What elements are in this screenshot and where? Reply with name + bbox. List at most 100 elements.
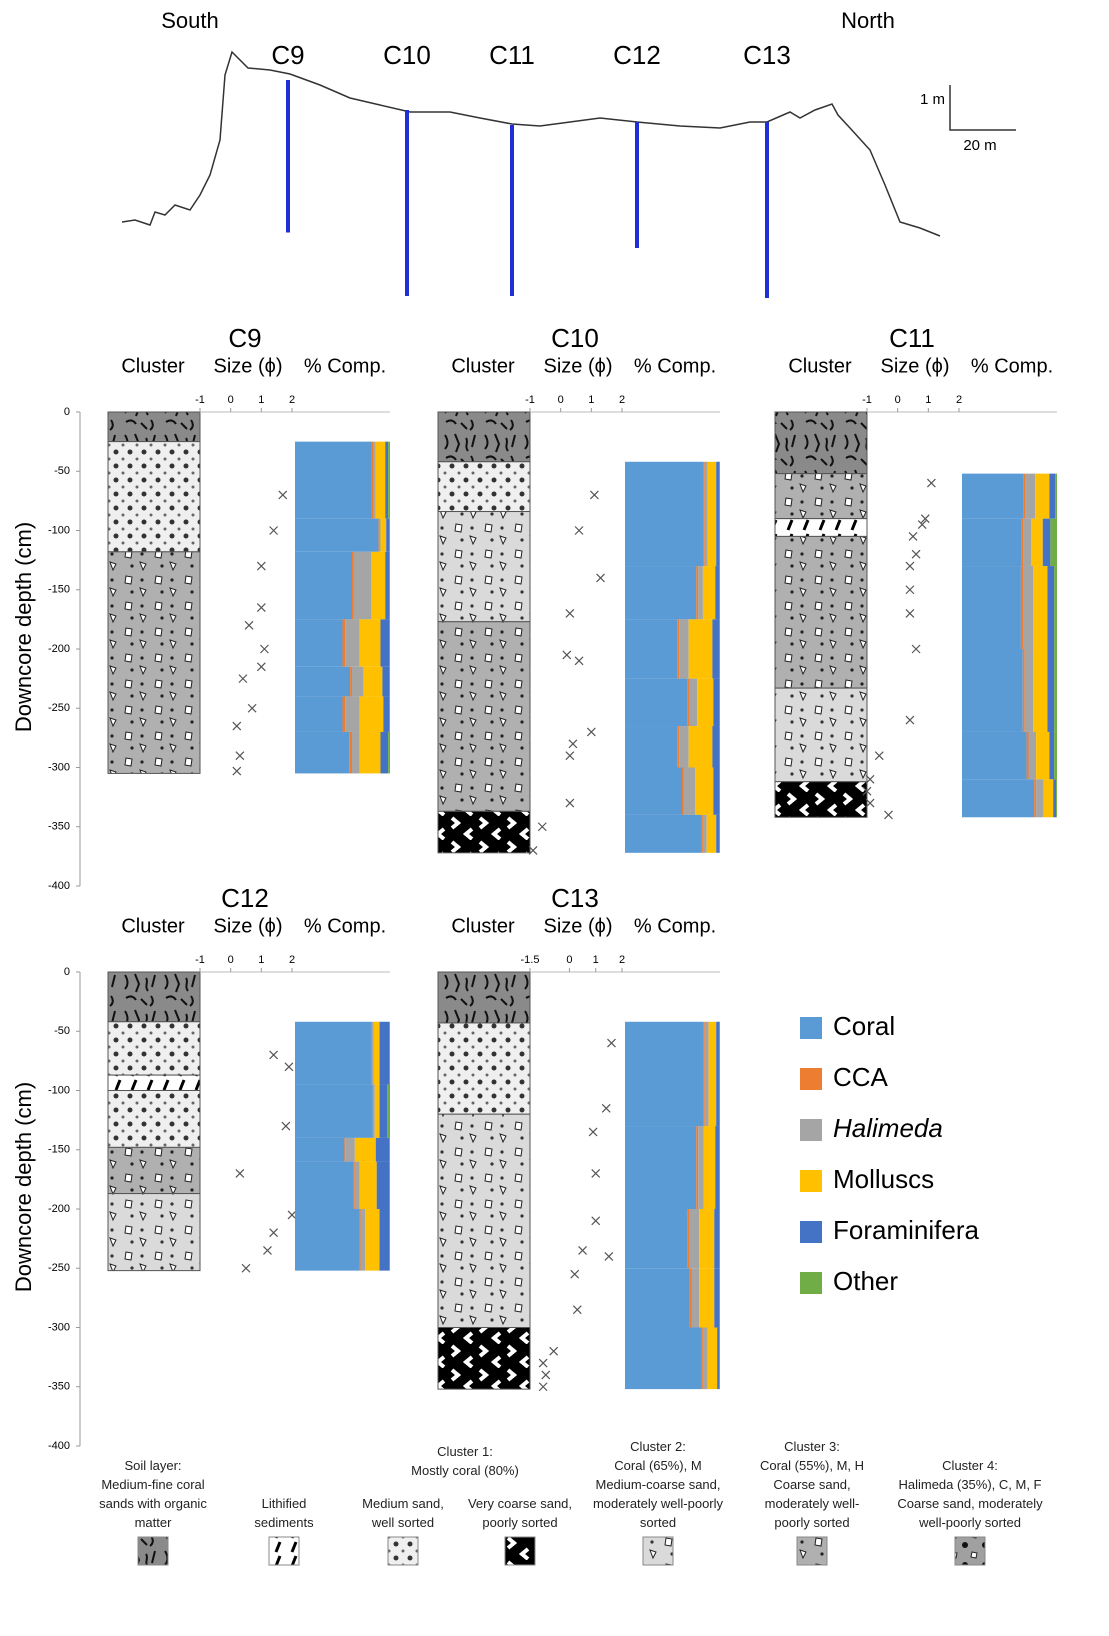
size-tick-label: 2 bbox=[289, 394, 295, 406]
depth-axis-title: Downcore depth (cm) bbox=[11, 1082, 36, 1292]
depth-tick-label: -350 bbox=[48, 821, 70, 833]
composition-segment bbox=[295, 667, 350, 697]
composition-interval bbox=[625, 1268, 720, 1327]
cluster-layer bbox=[438, 811, 530, 852]
composition-segment bbox=[375, 1085, 380, 1138]
composition-interval bbox=[295, 619, 390, 666]
composition-segment bbox=[354, 1162, 355, 1209]
depth-tick-label: -200 bbox=[48, 1203, 70, 1215]
composition-segment bbox=[690, 679, 698, 726]
composition-interval bbox=[295, 1085, 390, 1138]
depth-tick-label: -200 bbox=[48, 643, 70, 655]
composition-segment bbox=[295, 1085, 373, 1138]
composition-segment bbox=[625, 619, 677, 678]
composition-segment bbox=[696, 566, 698, 619]
depth-axis-title: Downcore depth (cm) bbox=[11, 522, 36, 732]
composition-segment bbox=[708, 462, 717, 566]
composition-segment bbox=[1049, 474, 1055, 519]
composition-interval bbox=[625, 1022, 720, 1126]
composition-interval bbox=[962, 566, 1057, 649]
grain-size-point bbox=[233, 722, 241, 730]
depth-tick-label: -250 bbox=[48, 702, 70, 714]
grain-size-point bbox=[542, 1371, 550, 1379]
composition-segment bbox=[715, 1126, 719, 1209]
key-text: Coarse sand, moderately well-poorly sort… bbox=[890, 1494, 1050, 1532]
cluster-layer bbox=[108, 1022, 200, 1075]
grain-size-point bbox=[912, 645, 920, 653]
key-swatch bbox=[138, 1537, 168, 1565]
composition-segment bbox=[1027, 732, 1029, 779]
profile-core-label: C9 bbox=[271, 40, 304, 70]
composition-segment bbox=[690, 1209, 700, 1268]
composition-segment bbox=[688, 679, 690, 726]
composition-interval bbox=[295, 732, 390, 773]
composition-segment bbox=[625, 1328, 701, 1390]
column-header: Size (ϕ) bbox=[214, 915, 283, 937]
depth-tick-label: -300 bbox=[48, 1321, 70, 1333]
composition-interval bbox=[625, 815, 720, 853]
composition-segment bbox=[714, 1209, 719, 1268]
composition-segment bbox=[695, 768, 713, 815]
size-tick-label: 0 bbox=[558, 394, 564, 406]
grain-size-point bbox=[257, 604, 265, 612]
key-swatch bbox=[643, 1537, 673, 1565]
column-header: Cluster bbox=[451, 355, 515, 377]
legend-label: Halimeda bbox=[833, 1113, 943, 1143]
grain-size-point bbox=[909, 532, 917, 540]
column-header: Size (ϕ) bbox=[881, 355, 950, 377]
key-entry: Cluster 3:Coral (55%), M, HCoarse sand, … bbox=[752, 1437, 872, 1532]
composition-segment bbox=[355, 1162, 360, 1209]
legend-swatch bbox=[800, 1017, 822, 1039]
composition-segment bbox=[1035, 474, 1049, 519]
legend-swatch bbox=[800, 1068, 822, 1090]
grain-size-point bbox=[563, 651, 571, 659]
composition-interval bbox=[625, 566, 720, 619]
key-text: Medium-coarse sand, moderately well-poor… bbox=[588, 1475, 728, 1532]
composition-segment bbox=[719, 1126, 720, 1209]
composition-segment bbox=[374, 442, 376, 519]
cluster-layer bbox=[775, 782, 867, 818]
composition-segment bbox=[295, 619, 343, 666]
cluster-layer bbox=[438, 1023, 530, 1114]
composition-segment bbox=[374, 1022, 380, 1085]
terrain-profile bbox=[122, 52, 940, 236]
composition-segment bbox=[386, 519, 389, 552]
composition-interval bbox=[625, 768, 720, 815]
composition-segment bbox=[295, 519, 379, 552]
depth-tick-label: 0 bbox=[64, 406, 70, 418]
composition-segment bbox=[376, 1138, 389, 1162]
composition-interval bbox=[625, 1209, 720, 1268]
composition-segment bbox=[389, 552, 390, 620]
grain-size-point bbox=[602, 1104, 610, 1112]
scale-horizontal: 20 m bbox=[963, 137, 996, 154]
grain-size-point bbox=[236, 752, 244, 760]
grain-size-point bbox=[592, 1169, 600, 1177]
composition-segment bbox=[1054, 649, 1057, 732]
size-tick-label: -1 bbox=[195, 954, 205, 966]
composition-segment bbox=[380, 1085, 388, 1138]
composition-segment bbox=[385, 552, 389, 620]
composition-segment bbox=[295, 1022, 371, 1085]
grain-size-point bbox=[597, 574, 605, 582]
composition-segment bbox=[295, 696, 343, 732]
composition-segment bbox=[355, 1138, 376, 1162]
composition-segment bbox=[713, 679, 719, 726]
grain-size-point bbox=[257, 663, 265, 671]
north-label: North bbox=[841, 8, 895, 33]
grain-size-point bbox=[566, 752, 574, 760]
legend-label: Foraminifera bbox=[833, 1215, 979, 1245]
size-tick-label: -1.5 bbox=[521, 954, 540, 966]
grain-size-point bbox=[573, 1306, 581, 1314]
composition-segment bbox=[719, 768, 720, 815]
cluster1-heading: Cluster 1:Mostly coral (80%) bbox=[395, 1442, 535, 1480]
column-header: % Comp. bbox=[971, 355, 1053, 377]
composition-segment bbox=[1021, 566, 1024, 649]
composition-segment bbox=[698, 566, 703, 619]
cluster-layer bbox=[775, 412, 867, 474]
cluster-layer bbox=[438, 1114, 530, 1327]
legend-swatch bbox=[800, 1170, 822, 1192]
composition-segment bbox=[1033, 649, 1047, 732]
composition-segment bbox=[962, 474, 1024, 519]
grain-size-point bbox=[566, 609, 574, 617]
composition-segment bbox=[1025, 649, 1034, 732]
